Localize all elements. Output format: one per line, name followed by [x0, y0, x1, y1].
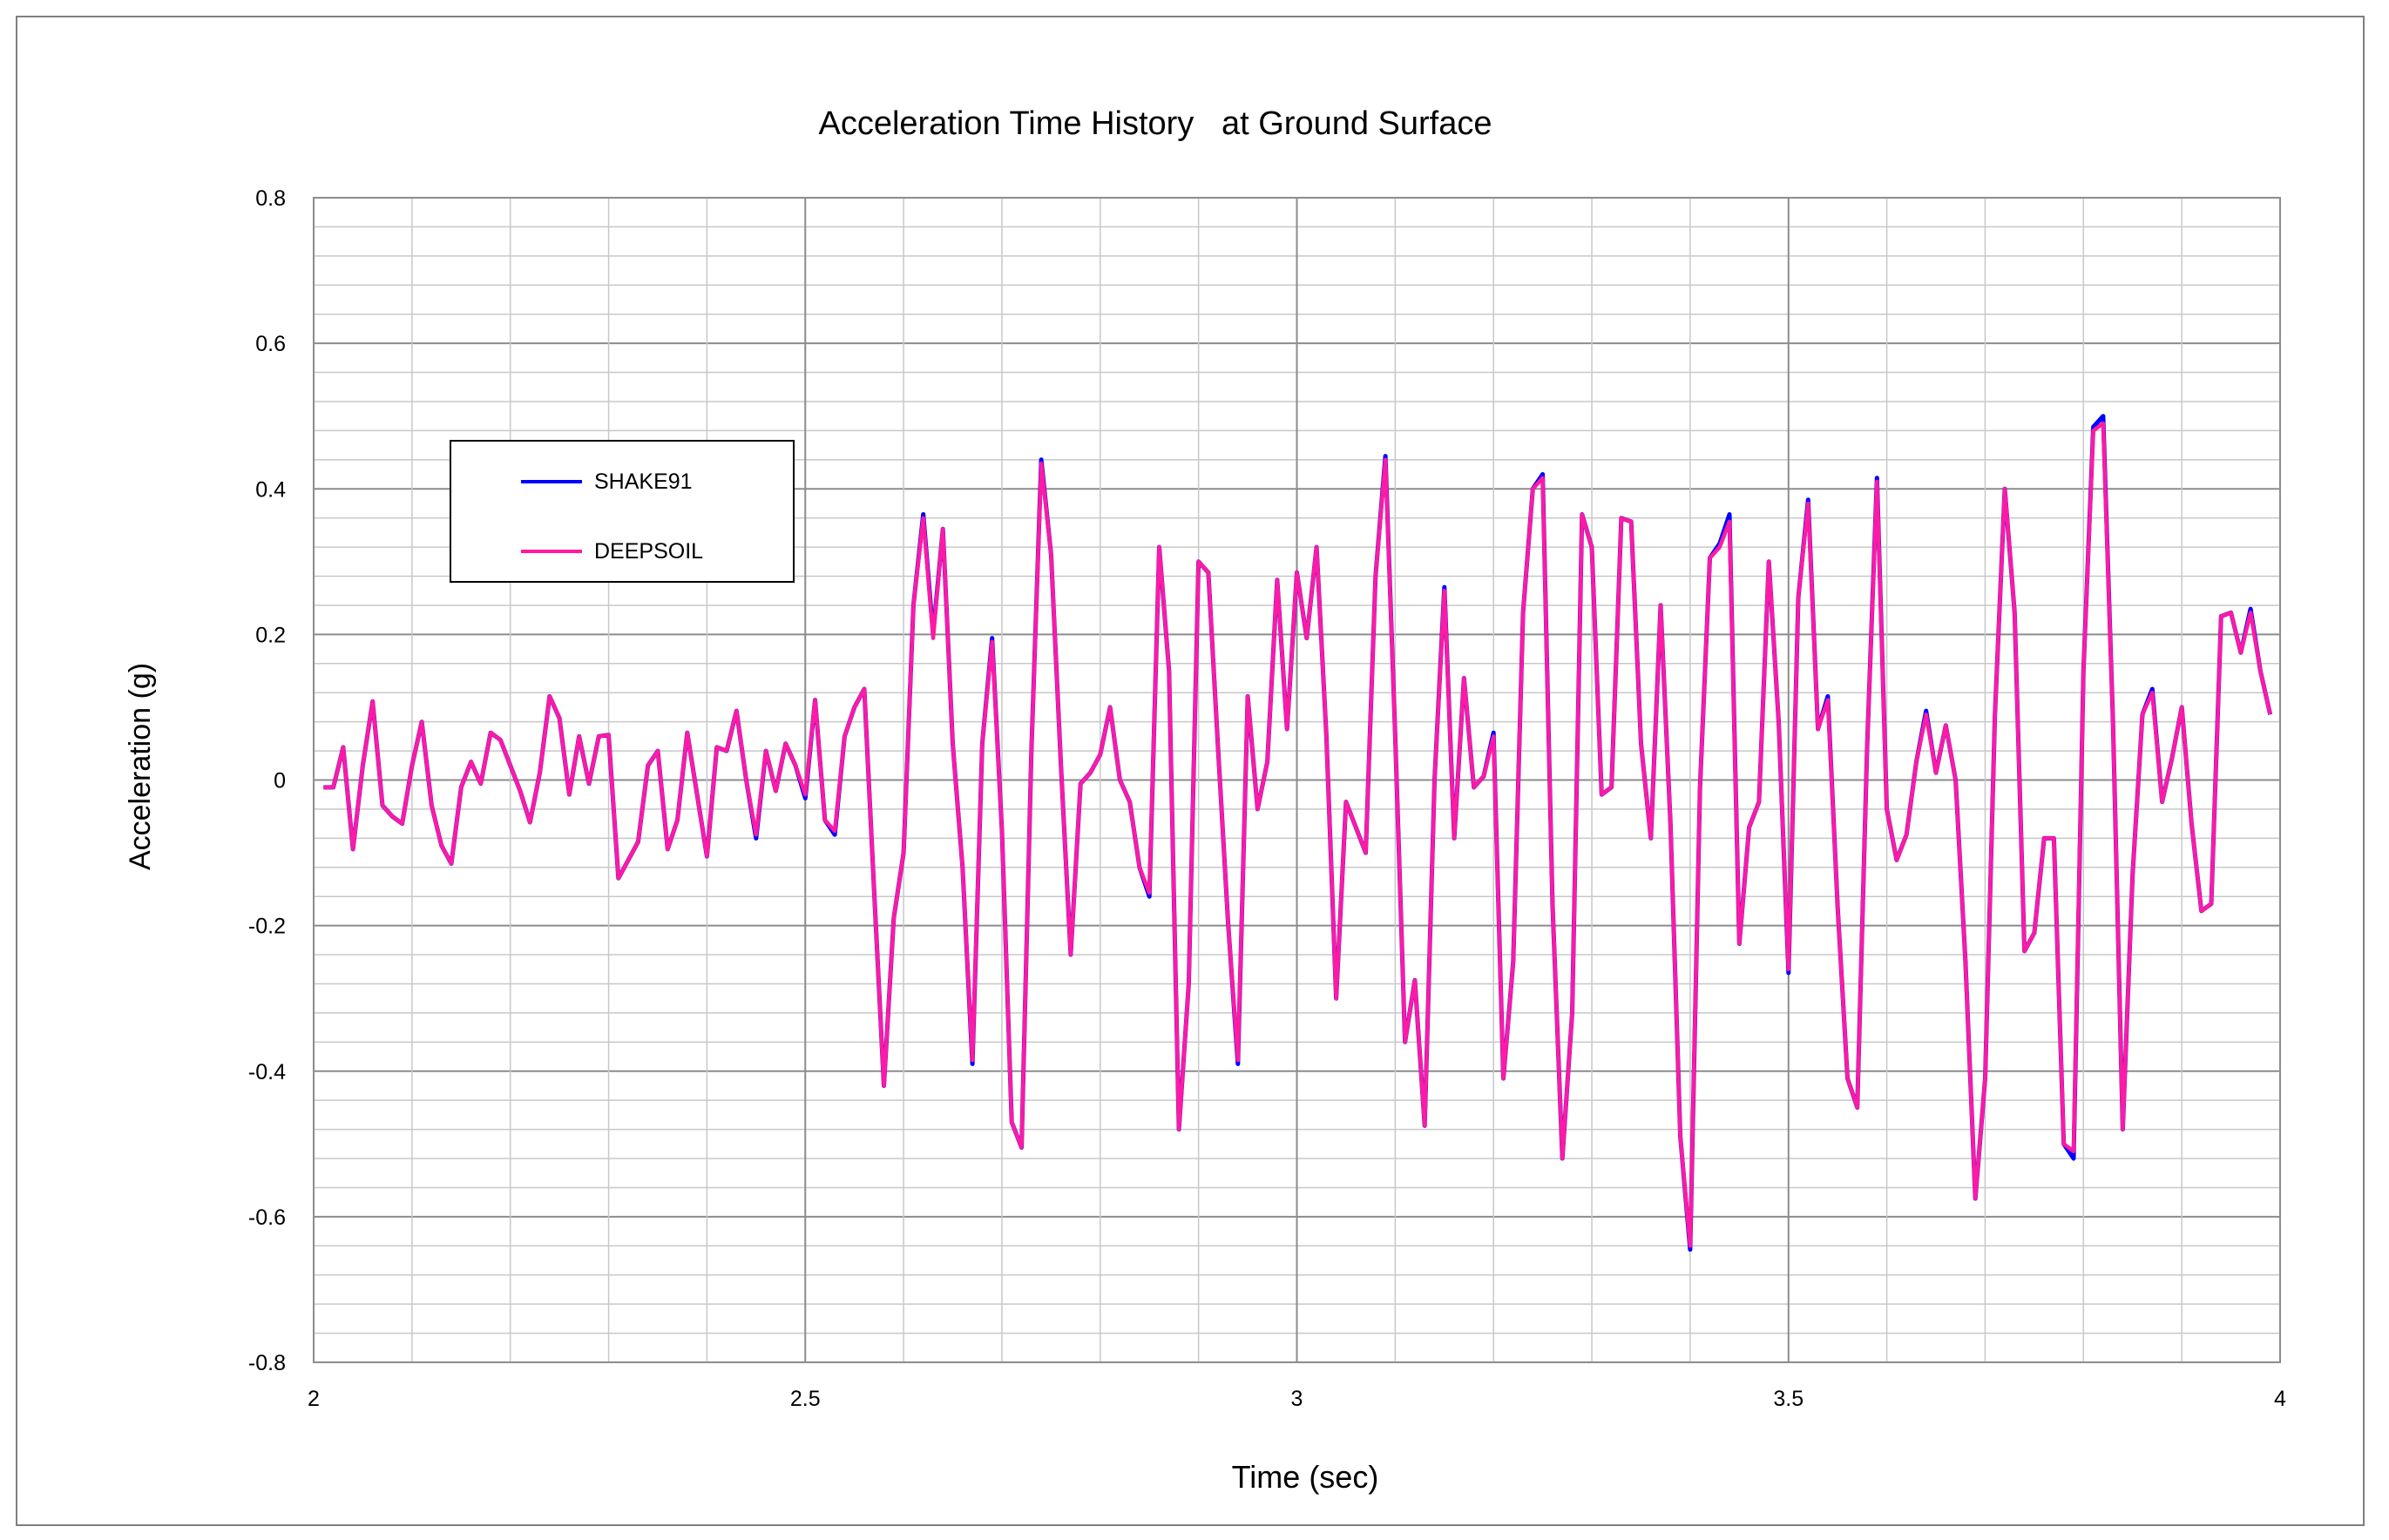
chart-title: Acceleration Time History at Ground Surf… [819, 105, 1492, 142]
y-axis-title: Acceleration (g) [124, 663, 157, 870]
legend-swatch-deepsoil [521, 550, 582, 553]
y-tick-label: 0.8 [255, 186, 286, 211]
x-tick-label: 4 [2274, 1387, 2286, 1411]
y-tick-label: 0.2 [255, 623, 286, 647]
series-line-deepsoil [323, 421, 2272, 1248]
series-layer [323, 414, 2273, 1252]
plot-area-border [313, 197, 2281, 1363]
y-tick-label: 0 [274, 769, 286, 794]
legend-item-deepsoil: DEEPSOIL [451, 534, 703, 569]
y-tick-label: -0.6 [248, 1206, 286, 1230]
x-axis-title: Time (sec) [1232, 1459, 1379, 1495]
legend-label-deepsoil: DEEPSOIL [594, 538, 704, 564]
legend: SHAKE91 DEEPSOIL [450, 440, 795, 583]
y-tick-label: 0.4 [255, 477, 286, 502]
legend-swatch-shake91 [521, 480, 582, 483]
grid [313, 197, 2281, 1363]
axes: 0.8 0.6 0.4 0.2 0 -0.2 -0.4 -0.6 -0.8 2 2.5 3 3.5 4 [248, 186, 2286, 1411]
y-tick-label: -0.4 [248, 1060, 286, 1084]
legend-item-shake91: SHAKE91 [451, 464, 693, 499]
x-tick-label: 2 [308, 1387, 320, 1411]
legend-label-shake91: SHAKE91 [594, 469, 693, 494]
y-tick-label: -0.2 [248, 915, 286, 939]
x-tick-label: 2.5 [790, 1387, 821, 1411]
x-tick-label: 3 [1291, 1387, 1303, 1411]
y-tick-label: 0.6 [255, 332, 286, 356]
y-tick-label: -0.8 [248, 1351, 286, 1375]
x-tick-label: 3.5 [1773, 1387, 1804, 1411]
